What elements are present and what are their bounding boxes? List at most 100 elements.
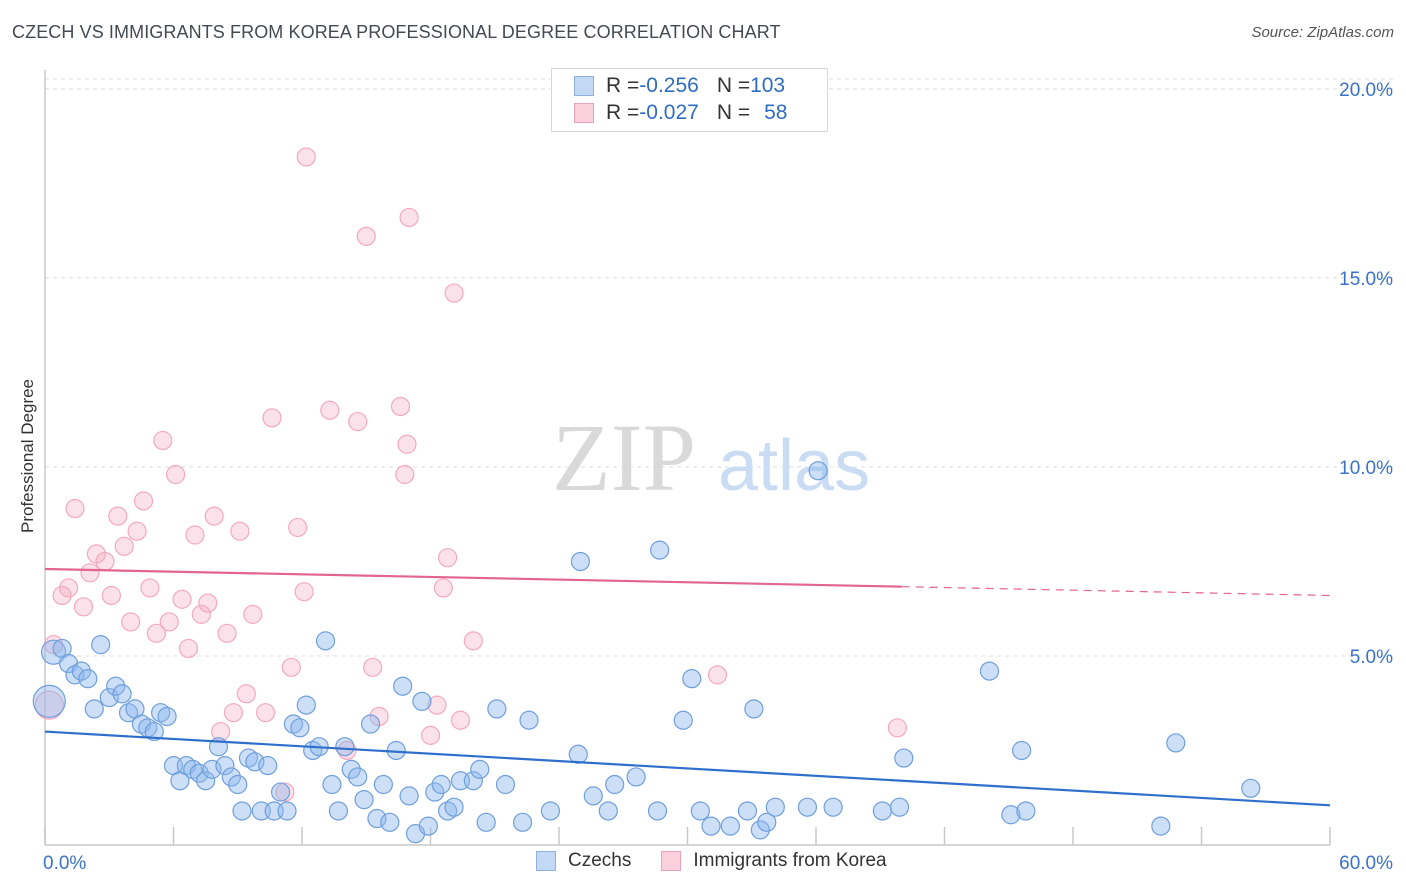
series-korea	[34, 147, 907, 802]
czech-point	[328, 801, 349, 821]
korea-point	[34, 690, 64, 720]
czech-point	[354, 790, 374, 810]
czech-point	[1241, 778, 1261, 798]
czech-point	[412, 691, 432, 711]
korea-point	[243, 604, 263, 624]
korea-point	[58, 578, 79, 598]
czech-point	[399, 786, 419, 806]
y-tick-label: 10.0%	[1339, 458, 1393, 479]
czech-point	[540, 801, 561, 821]
korea-point	[294, 582, 314, 602]
korea-n-value: 58	[764, 101, 788, 124]
czech-point	[189, 763, 209, 783]
czech-point	[360, 714, 381, 734]
czech-point	[720, 816, 740, 836]
korea-point	[887, 718, 907, 738]
czech-point	[673, 710, 693, 730]
korea-point	[159, 612, 179, 632]
czech-point	[894, 748, 914, 768]
korea-r-label: R =	[606, 101, 640, 124]
czech-n-value: 103	[750, 74, 786, 97]
series-legend: Czechs Immigrants from Korea	[536, 850, 917, 872]
czech-point	[315, 631, 336, 651]
axes	[44, 70, 1331, 846]
czech-point	[1151, 816, 1171, 836]
korea-point	[395, 464, 415, 485]
korea-r-value: -0.027	[639, 101, 699, 124]
czech-point	[979, 661, 1000, 681]
czech-point	[598, 801, 618, 821]
czech-r-value: -0.256	[639, 74, 699, 97]
czech-trend-line	[44, 730, 1331, 807]
korea-point	[52, 585, 72, 606]
czech-point	[196, 771, 216, 791]
korea-point	[356, 226, 376, 246]
y-tick-label: 5.0%	[1350, 647, 1393, 668]
czech-point	[605, 774, 625, 795]
czech-point	[476, 812, 496, 832]
czech-point	[270, 782, 291, 802]
czech-point	[341, 759, 361, 779]
korea-swatch	[574, 103, 594, 123]
korea-point	[166, 464, 186, 485]
korea-point	[133, 491, 154, 511]
czech-point	[425, 782, 445, 802]
czech-point	[750, 820, 770, 840]
czech-point	[290, 718, 310, 738]
czech-point	[335, 737, 355, 757]
x-tick-label: 0.0%	[43, 853, 86, 874]
korea-point	[153, 430, 173, 451]
korea-point	[399, 207, 419, 228]
y-tick-label: 20.0%	[1339, 80, 1393, 101]
czech-point	[737, 801, 758, 821]
korea-legend-label: Immigrants from Korea	[693, 850, 887, 871]
czech-point	[1016, 801, 1036, 821]
korea-point	[191, 604, 211, 624]
czech-point	[393, 676, 413, 696]
czech-point	[91, 635, 111, 655]
korea-point	[427, 695, 447, 715]
legend-item-korea: Immigrants from Korea	[661, 850, 887, 872]
czech-point	[258, 756, 278, 776]
czech-point	[1166, 733, 1186, 753]
korea-trend-line	[44, 567, 902, 588]
korea-point	[223, 703, 244, 723]
legend-row-czech: R = -0.256 N = 103	[574, 73, 785, 99]
czech-point	[99, 687, 119, 708]
korea-point	[198, 593, 218, 613]
korea-point	[101, 585, 121, 606]
korea-point	[420, 725, 441, 745]
czech-point	[157, 706, 177, 727]
czech-point	[1001, 805, 1021, 825]
korea-point	[320, 400, 340, 420]
korea-point	[255, 703, 276, 723]
czech-point	[872, 801, 892, 821]
czech-point	[650, 540, 670, 560]
czech-point	[202, 759, 222, 779]
czechs-swatch	[536, 851, 556, 871]
czech-point	[418, 816, 438, 836]
korea-point	[288, 517, 308, 538]
czech-point	[626, 767, 646, 787]
czech-point	[744, 699, 764, 719]
czech-r-label: R =	[606, 74, 640, 97]
czech-point	[519, 710, 539, 730]
czech-point	[245, 752, 265, 772]
czech-point	[373, 774, 393, 795]
chart-title: CZECH VS IMMIGRANTS FROM KOREA PROFESSIO…	[12, 22, 781, 42]
korea-point	[65, 498, 85, 519]
tick-labels: 5.0% 10.0% 15.0% 20.0% 0.0% 60.0%	[43, 80, 1393, 874]
korea-point	[450, 710, 471, 730]
czech-point	[106, 676, 126, 696]
czech-point	[221, 767, 241, 787]
korea-legend-swatch	[661, 851, 682, 871]
korea-point	[236, 684, 256, 704]
korea-trend-extension	[901, 586, 1331, 597]
x-tick-label: 60.0%	[1339, 853, 1393, 874]
grid-lines	[45, 78, 1393, 657]
czech-point	[470, 759, 490, 779]
korea-point	[127, 521, 147, 541]
korea-point	[230, 521, 250, 541]
korea-point	[204, 506, 224, 526]
legend-row-korea: R = -0.027 N = 58	[574, 100, 787, 126]
